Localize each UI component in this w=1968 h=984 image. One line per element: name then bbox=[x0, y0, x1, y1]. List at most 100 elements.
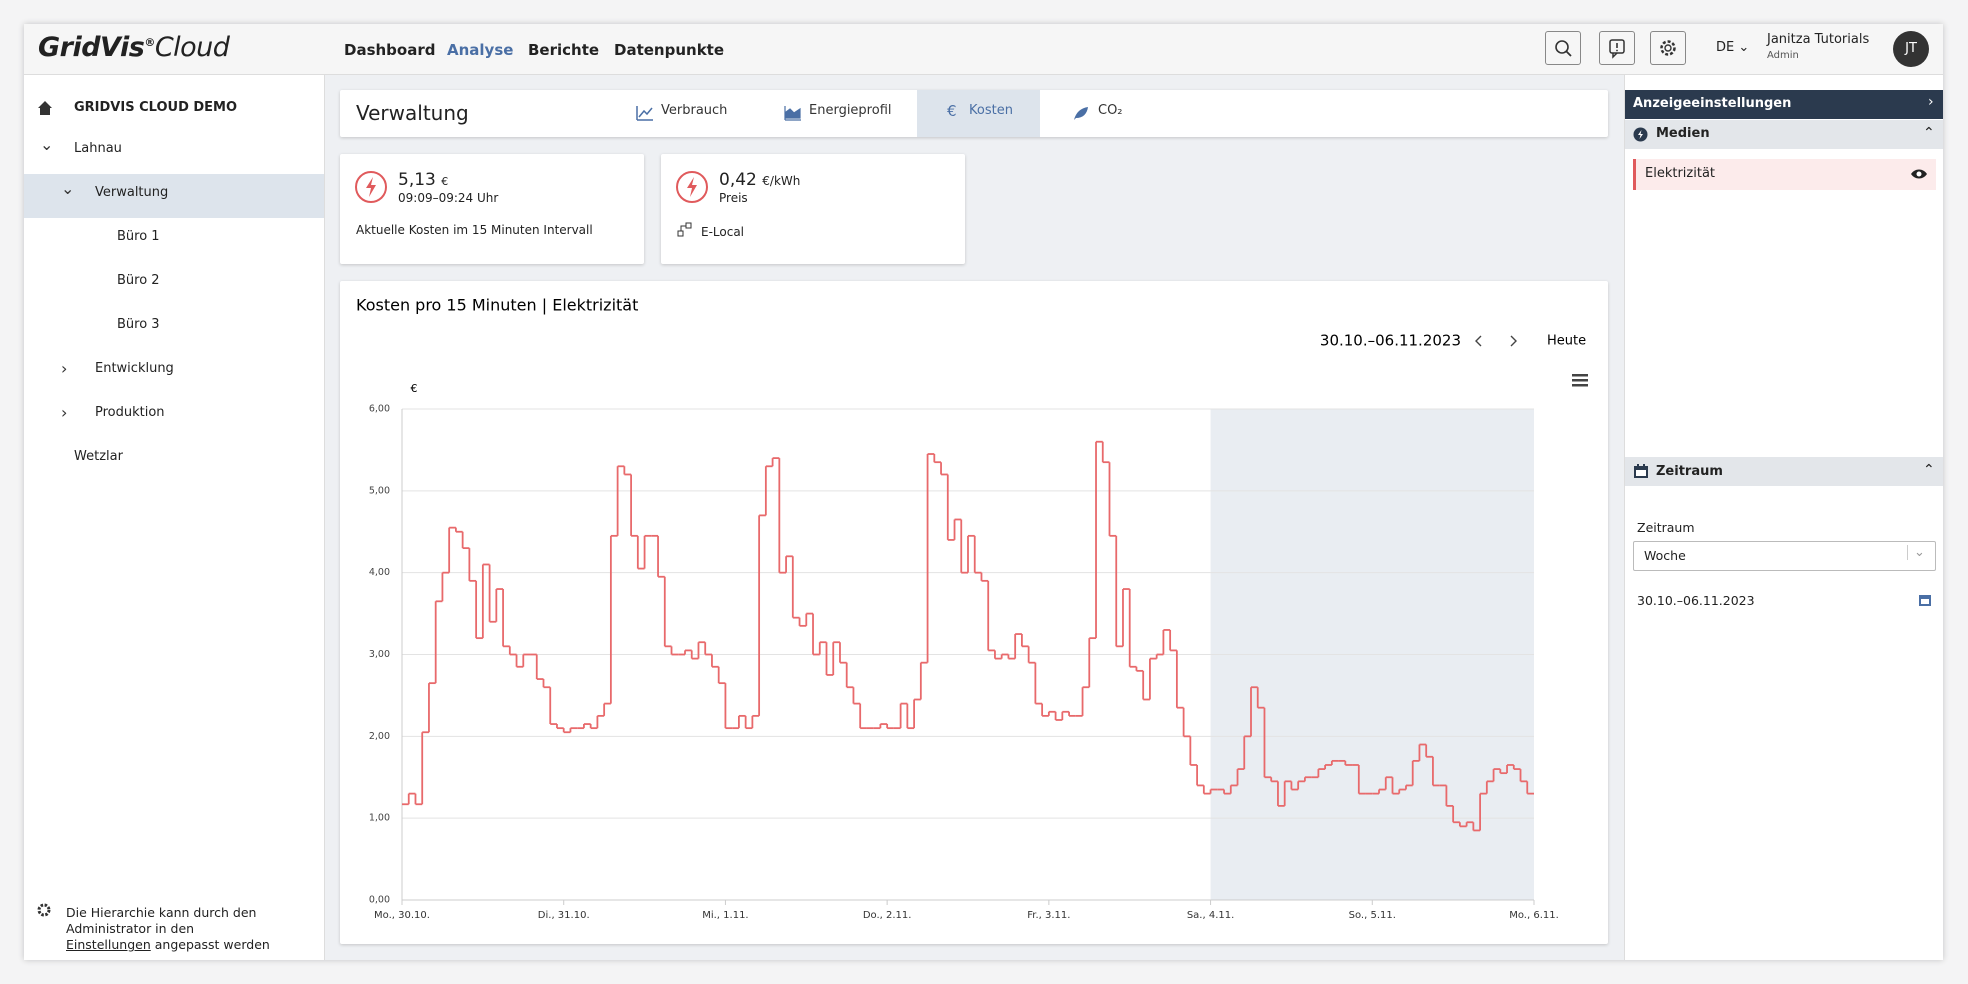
x-tick-label: Mo., 30.10. bbox=[374, 910, 430, 921]
header: GridVis®Cloud Dashboard Analyse Berichte… bbox=[24, 24, 1943, 75]
y-tick-label: 5,00 bbox=[369, 485, 390, 496]
kpi-icon bbox=[676, 171, 708, 203]
meter-icon bbox=[677, 222, 692, 237]
media-icon bbox=[1633, 127, 1648, 142]
select-value: Woche bbox=[1644, 548, 1686, 563]
user-name[interactable]: Janitza Tutorials bbox=[1767, 32, 1870, 47]
nav-item[interactable]: Analyse bbox=[447, 41, 514, 59]
kpi-value: 5,13 € bbox=[398, 170, 448, 190]
nav-item[interactable]: Dashboard bbox=[344, 41, 436, 59]
kpi-desc: Aktuelle Kosten im 15 Minuten Intervall bbox=[356, 223, 593, 237]
y-tick-label: 2,00 bbox=[369, 731, 390, 742]
feedback-icon bbox=[1609, 39, 1625, 59]
kpi-card: 5,13 € 09:09–09:24 Uhr Aktuelle Kosten i… bbox=[340, 154, 644, 264]
y-tick-label: 6,00 bbox=[369, 404, 390, 415]
x-tick-label: Sa., 4.11. bbox=[1187, 910, 1234, 921]
calendar-icon bbox=[1634, 464, 1648, 478]
tab-icon: € bbox=[947, 102, 957, 120]
footer-link[interactable]: Einstellungen bbox=[66, 937, 151, 952]
tree-item[interactable]: Büro 2 bbox=[117, 273, 160, 288]
tree-item[interactable]: Büro 3 bbox=[117, 317, 160, 332]
search-button[interactable] bbox=[1545, 31, 1581, 65]
tab-icon bbox=[784, 106, 801, 121]
kpi-number: 5,13 bbox=[398, 170, 436, 190]
home-icon bbox=[38, 101, 52, 115]
tree-item[interactable]: Wetzlar bbox=[74, 449, 123, 464]
kpi-sub: Preis bbox=[719, 191, 748, 205]
eye-icon[interactable] bbox=[1910, 167, 1928, 181]
media-label: Elektrizität bbox=[1645, 166, 1716, 181]
settings-panel: Anzeigeeinstellungen › Medien ⌃ Elektriz… bbox=[1624, 75, 1943, 960]
select[interactable] bbox=[1633, 541, 1936, 571]
section-bar[interactable] bbox=[1625, 457, 1943, 486]
tab[interactable]: Energieprofil bbox=[809, 103, 892, 118]
tree-item[interactable]: Lahnau bbox=[74, 141, 122, 156]
panel-heading-bar[interactable] bbox=[1625, 90, 1943, 119]
calendar-button[interactable] bbox=[1918, 593, 1932, 607]
section-title: Zeitraum bbox=[1656, 464, 1723, 479]
tree-root[interactable]: GRIDVIS CLOUD DEMO bbox=[74, 100, 238, 115]
footer-text: angepasst werden bbox=[154, 937, 270, 952]
logo-mark: ® bbox=[144, 36, 155, 49]
prev-button[interactable] bbox=[1475, 335, 1482, 347]
search-icon bbox=[1555, 40, 1572, 57]
tab-icon bbox=[1074, 107, 1088, 120]
section-bar[interactable] bbox=[1625, 120, 1943, 149]
select-arrow: ⌄ bbox=[1907, 545, 1925, 560]
tree-chevron[interactable]: › bbox=[61, 359, 68, 378]
media-item[interactable] bbox=[1633, 159, 1936, 190]
sidebar: GRIDVIS CLOUD DEMO Die Hierarchie kann d… bbox=[24, 75, 325, 960]
language-label: DE bbox=[1716, 40, 1735, 55]
tab[interactable]: Kosten bbox=[969, 103, 1013, 118]
chart-card: Kosten pro 15 Minuten | Elektrizität 30.… bbox=[340, 281, 1608, 944]
x-tick-label: Di., 31.10. bbox=[538, 910, 590, 921]
kpi-card: 0,42 €/kWh Preis E-Local bbox=[661, 154, 965, 264]
nav-item[interactable]: Berichte bbox=[528, 41, 600, 59]
settings-button[interactable] bbox=[1650, 31, 1686, 65]
next-button[interactable] bbox=[1510, 335, 1517, 347]
nav-item[interactable]: Datenpunkte bbox=[614, 41, 725, 59]
date-range: 30.10.–06.11.2023 bbox=[1320, 332, 1461, 350]
x-tick-label: Do., 2.11. bbox=[863, 910, 912, 921]
chevron: ⌃ bbox=[1923, 125, 1935, 141]
active-tab-bg bbox=[917, 90, 1040, 137]
tree-item[interactable]: Verwaltung bbox=[95, 185, 169, 200]
y-tick-label: 0,00 bbox=[369, 895, 390, 906]
kpi-sub: 09:09–09:24 Uhr bbox=[398, 191, 499, 205]
kpi-unit: € bbox=[441, 175, 449, 188]
gear-icon bbox=[37, 903, 51, 917]
user-role: Admin bbox=[1767, 50, 1799, 61]
tab-icon bbox=[636, 106, 653, 121]
chart: Kosten pro 15 Minuten | Elektrizität 30.… bbox=[356, 296, 1588, 921]
page-header: Verwaltung Verbrauch Energieprofil € Kos… bbox=[340, 90, 1608, 137]
app: GridVis®Cloud Dashboard Analyse Berichte… bbox=[24, 24, 1943, 960]
tab[interactable]: CO₂ bbox=[1098, 103, 1123, 118]
language[interactable]: DE ⌄ bbox=[1716, 40, 1750, 55]
field-label: Zeitraum bbox=[1637, 520, 1695, 535]
footer-text: Die Hierarchie kann durch den Administra… bbox=[66, 905, 257, 936]
tree-chevron[interactable]: › bbox=[61, 403, 68, 422]
tree-chevron[interactable]: ⌄ bbox=[61, 179, 75, 198]
y-unit: € bbox=[411, 382, 418, 395]
kpi-desc: E-Local bbox=[701, 225, 745, 239]
x-tick-label: Fr., 3.11. bbox=[1027, 910, 1070, 921]
tree-item[interactable]: Produktion bbox=[95, 405, 165, 420]
tree-chevron[interactable]: ⌄ bbox=[40, 135, 54, 154]
menu-button[interactable] bbox=[1572, 374, 1588, 387]
settings-icon bbox=[1660, 40, 1676, 56]
tree-item[interactable]: Büro 1 bbox=[117, 229, 160, 244]
avatar[interactable]: JT bbox=[1893, 31, 1929, 67]
today-button[interactable]: Heute bbox=[1547, 334, 1586, 349]
feedback-button[interactable] bbox=[1599, 31, 1635, 65]
kpi-unit: €/kWh bbox=[762, 174, 801, 188]
chart-title: Kosten pro 15 Minuten | Elektrizität bbox=[356, 296, 638, 315]
logo[interactable]: GridVis®Cloud bbox=[38, 32, 230, 63]
tab[interactable]: Verbrauch bbox=[661, 103, 728, 118]
kpi-number: 0,42 bbox=[719, 170, 757, 190]
logo-text: GridVis bbox=[38, 32, 145, 63]
selected-row bbox=[24, 174, 324, 218]
x-tick-label: Mi., 1.11. bbox=[702, 910, 748, 921]
tree-item[interactable]: Entwicklung bbox=[95, 361, 174, 376]
y-tick-label: 4,00 bbox=[369, 567, 390, 578]
logo-sub: Cloud bbox=[154, 32, 230, 63]
